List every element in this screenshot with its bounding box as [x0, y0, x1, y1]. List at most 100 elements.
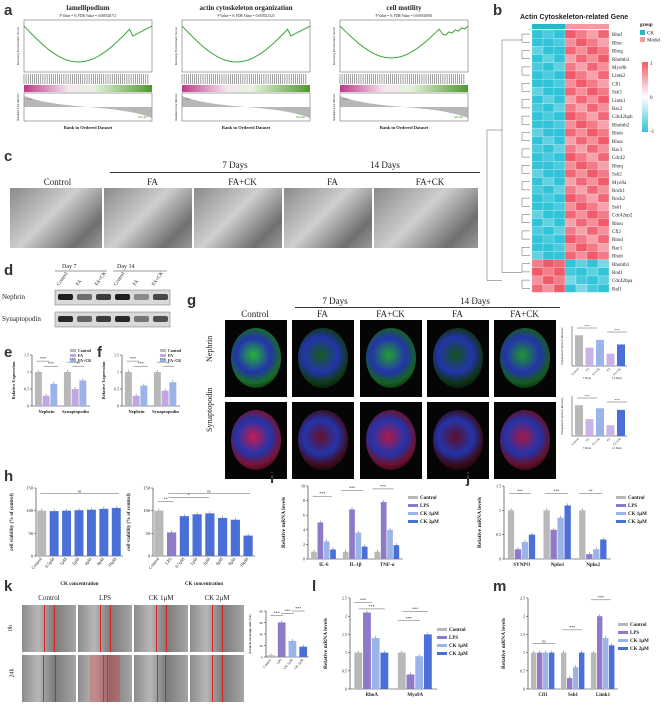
wb-band [115, 294, 130, 300]
g-side-group-14: 14 Days [612, 446, 623, 450]
g-side-x-label: FA [606, 436, 612, 442]
sig-label: *** [274, 611, 280, 616]
heatmap-color-scale [642, 62, 648, 132]
bar [561, 652, 567, 689]
g-side-ylabel: Integrated Optical Density [560, 397, 564, 434]
g-side-bar [617, 344, 625, 366]
heatmap-cell [531, 152, 544, 162]
bar [140, 385, 148, 406]
x-tick-label: Myo9A [407, 693, 423, 698]
legend-swatch [408, 504, 418, 507]
heatmap-cell [597, 185, 610, 195]
x-tick-label: 8μM [96, 556, 105, 566]
bar [71, 389, 79, 406]
heatmap-gene-label: Rock2 [612, 197, 626, 202]
g-side-sig-label: *** [614, 398, 620, 402]
x-tick-label: Limk1 [596, 693, 611, 698]
confocal-synaptopodin-image [427, 402, 489, 479]
bar [323, 541, 330, 559]
bar [573, 667, 579, 689]
c-header-fa-7: FA [147, 177, 158, 187]
chart-l: 0 0.5 1 1.5 2 2.5 RhoA Myo9A Relative mRNA level… [323, 596, 468, 699]
bar [79, 380, 87, 406]
y-tick-label: 150 [26, 486, 34, 491]
legend-label: CK 2μM [628, 520, 647, 525]
bar [591, 652, 597, 689]
g-side-group-14: 14 Days [612, 376, 623, 380]
heatmap-cell [542, 111, 555, 121]
dendro-branch [521, 279, 530, 289]
heatmap-gene-label: Cdc42 [612, 156, 626, 161]
sig-label: *** [70, 357, 76, 362]
heatmap-gene-label: Rhoh [612, 132, 623, 137]
heatmap-cell [564, 259, 577, 268]
heatmap-cell [553, 95, 566, 104]
x-tick-label: 8μM [227, 556, 236, 566]
bar [406, 674, 415, 689]
wb-band [153, 294, 168, 300]
y-tick-label: 0 [117, 404, 119, 409]
y-tick-label: 2 [345, 614, 347, 619]
g-side-ylabel: Integrated Optical Density [560, 327, 564, 364]
gsea-ylabel-top: Running Enrichment Score [332, 27, 336, 66]
bar [34, 372, 42, 406]
g-side-sig-label: *** [584, 324, 590, 328]
heatmap-cell [575, 111, 588, 121]
heatmap-title: Actin Cytoskeleton-related Gene [520, 14, 629, 21]
heatmap-cell [553, 38, 566, 47]
heatmap-cell [597, 144, 610, 154]
gsea-ylabel-top: Running Enrichment Score [16, 27, 20, 66]
heatmap-cell [531, 120, 544, 129]
heatmap-cell [553, 193, 566, 203]
y-tick-label: 100 [26, 508, 34, 513]
y-axis-label: Scratch coverage rate (%) [248, 614, 252, 654]
heatmap-cell [542, 193, 555, 203]
heatmap-cell [542, 120, 555, 129]
legend-swatch [616, 520, 626, 523]
c-header-fack-14: FA+CK [415, 177, 445, 187]
sig-label: *** [130, 356, 136, 361]
heatmap-cell [553, 120, 566, 129]
heatmap-cell [575, 46, 588, 55]
bar [169, 382, 177, 406]
sig-label: *** [48, 361, 54, 366]
bar [179, 516, 189, 556]
c-header-fack-7: FA+CK [228, 177, 257, 187]
x-tick-label: 4μM [214, 556, 223, 566]
g-divider [295, 307, 560, 308]
em-image-fa-7 [104, 188, 192, 248]
g-row-nephrin: Nephrin [205, 335, 214, 362]
g-side-group-7: 7 Days [583, 376, 592, 380]
scratch-edge-line [55, 655, 56, 702]
sig-label: *** [295, 606, 301, 611]
heatmap-cell [586, 103, 599, 113]
heatmap-cell [597, 177, 610, 186]
bar [205, 513, 215, 556]
heatmap-cell [564, 152, 577, 162]
bar [288, 640, 297, 657]
bar [549, 652, 555, 689]
panel-label-b: b [493, 2, 503, 19]
heatmap-cell [564, 38, 577, 47]
heatmap-cell [575, 62, 588, 72]
bar [423, 634, 432, 689]
legend-label: FA [168, 353, 173, 358]
dendro-branch [501, 39, 522, 273]
dendro-branch [521, 50, 530, 59]
heatmap-cell [575, 218, 588, 227]
scratch-image [190, 605, 244, 652]
y-tick-label: 2 [303, 542, 305, 547]
scratch-edge-line [222, 655, 223, 702]
y-tick-label: 50 [146, 531, 151, 536]
wb-lane-label: Control [57, 271, 70, 287]
y-tick-label: 150 [143, 486, 151, 491]
y-axis-label: cell viability (% of control) [127, 493, 132, 551]
bar [597, 616, 603, 689]
legend-swatch [70, 359, 76, 362]
heatmap-cell [531, 144, 544, 154]
y-tick-label: 50 [29, 531, 34, 536]
heatmap-cell [553, 259, 566, 268]
heatmap-cell [586, 38, 599, 47]
scratch-image [190, 655, 244, 702]
legend-label: FA+CK [78, 358, 92, 363]
